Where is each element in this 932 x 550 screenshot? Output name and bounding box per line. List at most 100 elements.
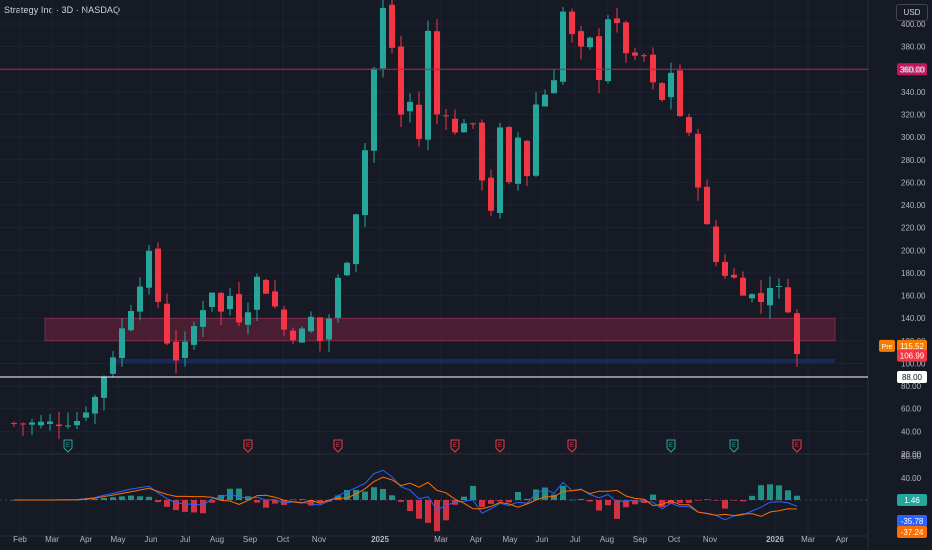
- macd-histogram-bar: [479, 500, 485, 508]
- macd-histogram-bar: [578, 499, 584, 500]
- macd-histogram-bar: [398, 500, 404, 502]
- candle-body: [74, 420, 80, 426]
- macd-histogram-bar: [443, 500, 449, 521]
- earnings-letter: E: [453, 443, 457, 449]
- level-label: 360.00: [900, 65, 925, 74]
- candle-body: [119, 328, 125, 359]
- x-tick-label: Apr: [80, 535, 93, 544]
- candle-body: [578, 31, 584, 47]
- candle-body: [65, 425, 71, 427]
- macd-histogram-bar: [785, 490, 791, 500]
- x-tick-label: 2026: [766, 535, 784, 544]
- macd-histogram-bar: [767, 484, 773, 500]
- macd-value-badge: [897, 494, 927, 506]
- candle-body: [776, 285, 782, 287]
- candle-body: [101, 376, 107, 398]
- macd-value-badge: [897, 526, 927, 538]
- x-tick-label: Aug: [210, 535, 224, 544]
- candle-body: [434, 31, 440, 115]
- macd-histogram-bar: [704, 499, 710, 500]
- macd-histogram-bar: [380, 488, 386, 500]
- candle-body: [389, 4, 395, 48]
- candle-body: [299, 328, 305, 343]
- candle-body: [317, 317, 323, 342]
- earnings-marker: [666, 439, 676, 453]
- time-axis[interactable]: Feb Mar Apr May Jun Jul Aug Sep Oct Nov 2025 Mar Apr…: [13, 535, 848, 544]
- macd-histogram-bar: [335, 495, 341, 500]
- candle-body: [560, 11, 566, 82]
- candle-body: [308, 316, 314, 332]
- macd-histogram-bar: [722, 500, 728, 509]
- macd-histogram-bar: [776, 485, 782, 500]
- currency-button[interactable]: USD: [896, 4, 928, 21]
- candle-body: [11, 423, 17, 425]
- earnings-letter: E: [66, 443, 70, 449]
- macd-histogram-bar: [191, 500, 197, 513]
- candle-body: [740, 277, 746, 296]
- candle-body: [704, 186, 710, 225]
- x-tick-label: Aug: [600, 535, 614, 544]
- macd-histogram-bar: [362, 491, 368, 500]
- candle-body: [488, 177, 494, 211]
- macd-histogram-bar: [533, 489, 539, 500]
- y-tick-label: 240.00: [901, 201, 926, 210]
- macd-histogram-bar: [659, 500, 665, 508]
- candle-body: [353, 214, 359, 265]
- y-tick-label: 280.00: [901, 156, 926, 165]
- x-tick-label: Sep: [633, 535, 648, 544]
- candle-body: [128, 311, 134, 331]
- macd-histogram-bar: [272, 500, 278, 504]
- candle-body: [758, 293, 764, 303]
- candle-body: [182, 341, 188, 358]
- macd-histogram-bar: [317, 500, 323, 503]
- macd-histogram-bar: [389, 495, 395, 500]
- price-axis[interactable]: 20.0040.0060.0080.00100.00120.00140.0016…: [901, 20, 926, 483]
- y-tick-label: 100.00: [901, 359, 926, 368]
- level-badge: [897, 63, 927, 76]
- pre-badge: [879, 339, 895, 352]
- macd-histogram-bar: [434, 500, 440, 532]
- macd-histogram-bar: [137, 496, 143, 500]
- price-badge: [897, 349, 927, 362]
- y-tick-label: 20.00: [901, 450, 922, 459]
- candle-body: [587, 37, 593, 48]
- candle-body: [461, 123, 467, 133]
- candle-body: [614, 18, 620, 23]
- macd-histogram-bar: [596, 500, 602, 511]
- candle-body: [569, 11, 575, 35]
- candle-body: [245, 312, 251, 325]
- x-tick-label: Mar: [434, 535, 448, 544]
- zone-rect: [115, 358, 835, 363]
- earnings-letter: E: [498, 443, 502, 449]
- macd-histogram-bar: [371, 487, 377, 500]
- earnings-marker: [63, 439, 73, 453]
- macd-histogram-bar: [281, 500, 287, 505]
- chart-title: Strategy Inc · 3D · NASDAQ: [4, 5, 121, 15]
- candle-body: [155, 248, 161, 302]
- macd-histogram-bar: [614, 500, 620, 519]
- candle-body: [425, 30, 431, 140]
- macd-histogram-bar: [524, 498, 530, 500]
- macd-histogram-bar: [605, 500, 611, 506]
- y-tick-label: 60.00: [901, 405, 922, 414]
- macd-histogram-bar: [155, 500, 161, 503]
- candle-body: [335, 277, 341, 318]
- x-tick-label: 2025: [371, 535, 389, 544]
- candle-body: [506, 126, 512, 183]
- candle-body: [731, 274, 737, 278]
- candle-body: [362, 150, 368, 216]
- zone-rect: [44, 317, 836, 342]
- candle-body: [632, 52, 638, 56]
- x-tick-label: Feb: [13, 535, 27, 544]
- y-tick-label: 340.00: [901, 88, 926, 97]
- x-tick-label: May: [502, 535, 517, 544]
- candle-body: [146, 250, 152, 288]
- y-tick-label: 200.00: [901, 246, 926, 255]
- y-tick-label: 220.00: [901, 224, 926, 233]
- candle-body: [326, 318, 332, 340]
- macd-histogram-bar: [110, 497, 116, 500]
- candle-body: [515, 137, 521, 184]
- y-tick-label: 400.00: [901, 20, 926, 29]
- candle-body: [191, 326, 197, 345]
